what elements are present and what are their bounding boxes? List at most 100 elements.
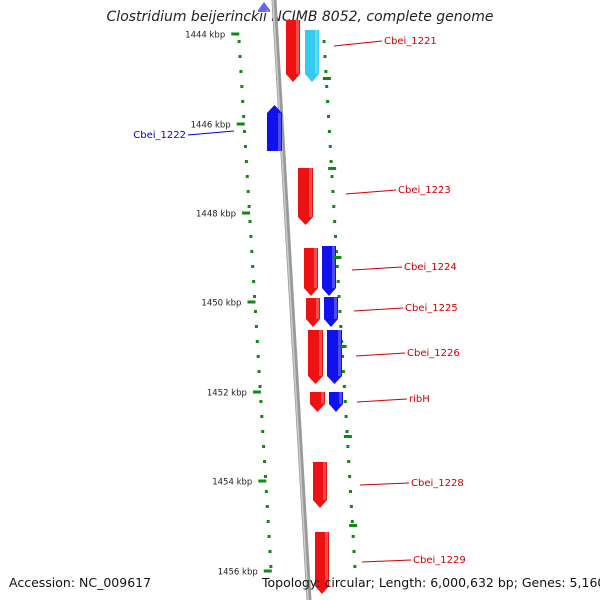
outer-dot: [341, 370, 345, 373]
inner-dot: [240, 85, 244, 88]
outer-dot: [344, 415, 348, 418]
outer-dot: [351, 535, 355, 538]
kbp-tick-label: 1454 kbp: [212, 478, 252, 488]
gene-arrow-cbei-1225-fwd: [306, 298, 320, 327]
outer-dot: [343, 400, 347, 403]
gene-arrow-cbei-1221-highlight: [305, 30, 319, 82]
outer-dot: [326, 115, 330, 118]
outer-dot: [352, 550, 356, 553]
outer-dot: [353, 565, 357, 568]
tick-dots: [237, 40, 357, 568]
inner-dot: [267, 535, 271, 538]
kbp-tick-label: 1444 kbp: [185, 31, 225, 41]
inner-dot: [242, 115, 246, 118]
inner-dot: [254, 325, 258, 328]
inner-dot: [247, 205, 251, 208]
outer-dot: [348, 475, 352, 478]
kbp-tick-mark: [236, 122, 245, 126]
gene-leader-line: [356, 398, 408, 403]
gene-leader-line: [333, 40, 383, 47]
outer-dot: [331, 190, 335, 193]
outer-dot: [341, 355, 345, 358]
kbp-tick-label: 1446 kbp: [191, 121, 231, 131]
gene-arrow-cbei-1222: [267, 105, 282, 151]
outer-dot: [339, 325, 343, 328]
outer-dot: [335, 265, 339, 268]
outer-dot: [349, 490, 353, 493]
outer-dot: [337, 295, 341, 298]
kbp-minor-tick: [333, 256, 342, 259]
inner-dot: [257, 370, 261, 373]
inner-dot: [266, 520, 270, 523]
outer-dot: [330, 175, 334, 178]
kbp-tick-mark: [231, 32, 240, 36]
outer-dot: [328, 145, 332, 148]
inner-dot: [265, 505, 269, 508]
gene-features: [258, 2, 343, 594]
gene-label: Cbei_1226: [407, 348, 460, 359]
kbp-minor-tick: [322, 77, 331, 80]
outer-dot: [349, 505, 353, 508]
inner-dot: [264, 490, 268, 493]
kbp-tick-label: 1456 kbp: [218, 568, 258, 578]
inner-dot: [255, 340, 259, 343]
inner-dot: [261, 430, 265, 433]
gene-leader-line: [353, 307, 404, 312]
inner-dot: [251, 265, 255, 268]
gene-leader-line: [359, 482, 410, 486]
gene-labels: Cbei_1221 Cbei_1222 Cbei_1223 Cbei_1224 Cbei…: [133, 36, 465, 566]
kbp-tick-mark: [263, 569, 272, 573]
inner-dot: [258, 385, 262, 388]
gene-arrow-cbei-1226-rev: [327, 330, 342, 384]
topology-text: Topology: circular; Length: 6,000,632 bp…: [262, 575, 600, 590]
inner-dot: [253, 310, 257, 313]
outer-dot: [332, 205, 336, 208]
gene-label: ribH: [409, 394, 430, 405]
inner-dot: [263, 460, 267, 463]
inner-dot: [239, 70, 243, 73]
kbp-ticks: 1444 kbp 1446 kbp 1448 kbp 1450 kbp 1452 kbp…: [185, 31, 358, 578]
outer-dot: [322, 40, 326, 43]
gene-label: Cbei_1223: [398, 185, 451, 196]
outer-dot: [345, 430, 349, 433]
outer-dot: [347, 460, 351, 463]
gene-label: Cbei_1228: [411, 478, 464, 489]
inner-dot: [245, 175, 249, 178]
gene-leader-line: [345, 189, 397, 195]
inner-dot: [268, 550, 272, 553]
inner-dot: [252, 280, 256, 283]
backbone-line: [271, 0, 312, 600]
inner-dot: [260, 415, 264, 418]
gene-leader-line: [187, 130, 235, 136]
gene-label: Cbei_1222: [133, 130, 186, 141]
inner-dot: [237, 40, 241, 43]
gene-leader-line: [351, 266, 403, 271]
gene-arrow-cbei-1225-rev: [324, 297, 338, 327]
kbp-minor-tick: [328, 167, 337, 170]
gene-arrow-cbei-1229: [315, 532, 329, 594]
outer-dot: [334, 235, 338, 238]
kbp-tick-mark: [258, 479, 267, 483]
outer-dot: [336, 280, 340, 283]
outer-dot: [327, 130, 331, 133]
kbp-tick-label: 1452 kbp: [207, 389, 247, 399]
inner-dot: [249, 235, 253, 238]
inner-dot: [244, 160, 248, 163]
map-title: Clostridium beijerinckii NCIMB 8052, com…: [106, 9, 494, 25]
inner-dot: [241, 100, 245, 103]
kbp-minor-tick: [338, 345, 347, 348]
outer-dot: [329, 160, 333, 163]
kbp-minor-tick: [349, 524, 358, 527]
gene-label: Cbei_1225: [405, 303, 458, 314]
kbp-tick-label: 1448 kbp: [196, 210, 236, 220]
gene-leader-line: [361, 559, 412, 563]
kbp-tick-mark: [247, 300, 256, 304]
outer-dot: [338, 310, 342, 313]
gene-label: Cbei_1229: [413, 555, 466, 566]
gene-arrow-cbei-1223: [298, 168, 313, 225]
outer-dot: [334, 250, 338, 253]
outer-dot: [325, 85, 329, 88]
inner-dot: [243, 145, 247, 148]
inner-dot: [269, 565, 273, 568]
